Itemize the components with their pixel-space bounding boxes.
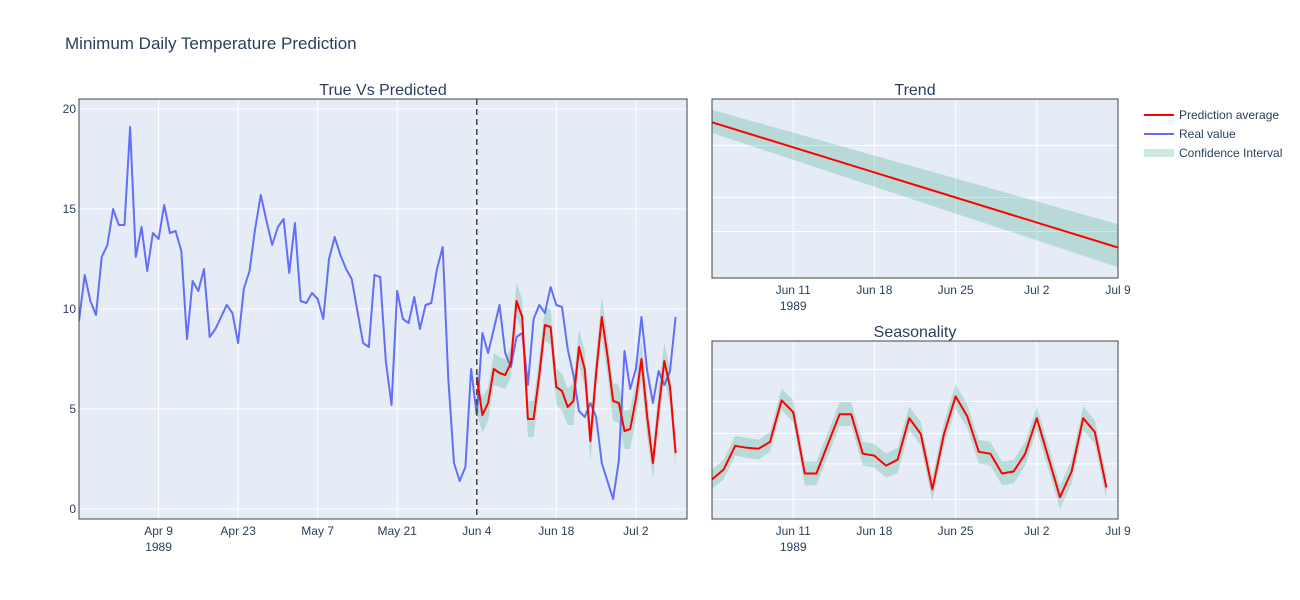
x-tick-label: Jun 25 (938, 283, 974, 297)
plot-area (712, 109, 1118, 268)
x-tick-label: Jun 18 (856, 524, 892, 538)
plot-frame (78, 98, 688, 520)
x-tick-label: Jul 2 (1024, 283, 1050, 297)
plot-area (79, 126, 677, 500)
legend-label: Confidence Interval (1179, 146, 1282, 160)
x-tick-label: May 21 (378, 524, 418, 538)
legend-item[interactable]: Prediction average (1144, 108, 1279, 122)
panel-trend: Trend Jun 11 1989 Jun 18 Jun 25 Jul 2 Jul 9 (711, 82, 1131, 313)
legend-swatch-band (1144, 149, 1174, 157)
confidence-band (712, 109, 1118, 268)
subplot-title: True Vs Predicted (319, 82, 446, 99)
plot-background (712, 99, 1118, 278)
x-tick-year-label: 1989 (780, 299, 807, 313)
x-tick-label: Jun 11 (776, 283, 811, 297)
plot-area (712, 384, 1108, 510)
legend: Prediction average Real value Confidence I… (1144, 108, 1282, 160)
series-line-prediction (712, 395, 1108, 499)
legend-item[interactable]: Confidence Interval (1144, 146, 1282, 160)
series-line-prediction (712, 121, 1118, 249)
legend-label: Prediction average (1179, 108, 1279, 122)
chart-title: Minimum Daily Temperature Prediction (65, 34, 357, 53)
x-tick-year-label: 1989 (145, 540, 172, 554)
y-tick-label: 5 (69, 402, 76, 416)
subplot-title: Seasonality (874, 324, 957, 341)
x-tick-label: Apr 23 (220, 524, 256, 538)
x-tick-label: Jul 9 (1105, 283, 1131, 297)
series-line-real (79, 126, 677, 500)
x-tick-label: Jul 2 (1024, 524, 1050, 538)
legend-label: Real value (1179, 127, 1236, 141)
series-line-prediction (475, 300, 677, 464)
x-tick-label: Jun 18 (538, 524, 574, 538)
panel-seasonality: Seasonality Jun 11 1989 Jun 18 Jun 25 Jul 2 Ju… (711, 324, 1131, 554)
x-tick-label: Jun 4 (462, 524, 492, 538)
y-tick-label: 0 (69, 502, 76, 516)
x-tick-label: Jul 9 (1105, 524, 1131, 538)
x-tick-label: Apr 9 (144, 524, 173, 538)
plot-frame (711, 98, 1119, 279)
plot-frame (711, 340, 1119, 520)
panel-true_vs_predicted: True Vs Predicted Apr 9 1989 Apr 23 May 7 May… (63, 82, 688, 554)
confidence-band (712, 384, 1107, 510)
y-tick-label: 20 (63, 102, 77, 116)
x-tick-label: Jun 18 (856, 283, 892, 297)
x-tick-label: Jul 2 (623, 524, 649, 538)
x-tick-label: Jun 11 (776, 524, 811, 538)
x-tick-label: May 7 (301, 524, 334, 538)
legend-item[interactable]: Real value (1144, 127, 1236, 141)
plot-background (712, 341, 1118, 519)
x-tick-year-label: 1989 (780, 540, 807, 554)
subplot-title: Trend (894, 82, 935, 99)
y-tick-label: 15 (63, 202, 77, 216)
y-tick-label: 10 (63, 302, 77, 316)
x-tick-label: Jun 25 (938, 524, 974, 538)
